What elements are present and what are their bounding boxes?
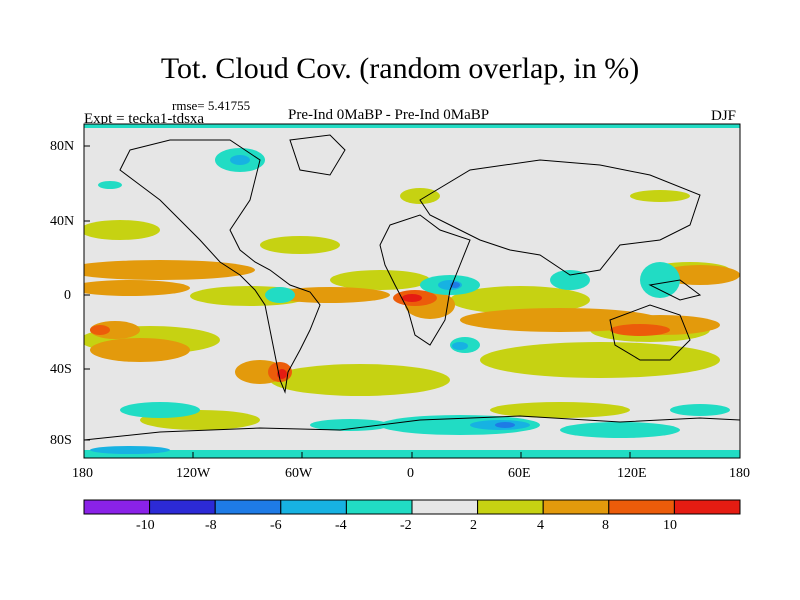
lat-tick-label: 40N — [50, 214, 75, 229]
colorbar-label: -8 — [205, 518, 217, 533]
season-label: DJF — [711, 108, 737, 124]
lon-tick-label: 120E — [617, 466, 647, 481]
colorbar-label: 8 — [602, 518, 609, 533]
polar-anomaly-strip — [84, 124, 740, 128]
lon-tick-label: 0 — [407, 466, 414, 481]
lat-tick-label: 0 — [64, 288, 71, 303]
colorbar-label: 2 — [470, 518, 477, 533]
lon-tick-label: 60E — [508, 466, 531, 481]
lon-tick-label: 120W — [176, 466, 211, 481]
colorbar-label: -4 — [335, 518, 347, 533]
map-title: Tot. Cloud Cov. (random overlap, in %) — [160, 52, 640, 85]
lon-tick-label: 60W — [285, 466, 313, 481]
lon-tick-label: 180 — [72, 466, 93, 481]
colorbar-label: -6 — [270, 518, 282, 533]
lat-tick-label: 80S — [50, 433, 72, 448]
positive-anomaly-red — [277, 294, 422, 379]
colorbar-label: -2 — [400, 518, 412, 533]
longitude-tick-marks — [83, 452, 741, 458]
coastlines — [84, 134, 740, 441]
lat-tick-label: 40S — [50, 362, 72, 377]
lat-tick-label: 80N — [50, 139, 75, 154]
colorbar-label: 4 — [537, 518, 544, 533]
rmse-label: rmse= 5.41755 — [172, 98, 251, 113]
comparison-label: Pre-Ind 0MaBP - Pre-Ind 0MaBP — [288, 107, 490, 123]
colorbar-label: 10 — [663, 518, 677, 533]
lon-tick-label: 180 — [729, 466, 750, 481]
latitude-tick-marks — [84, 145, 90, 441]
experiment-label: Expt = tecka1-tdsxa — [84, 111, 205, 127]
colorbar-label: -10 — [136, 518, 155, 533]
